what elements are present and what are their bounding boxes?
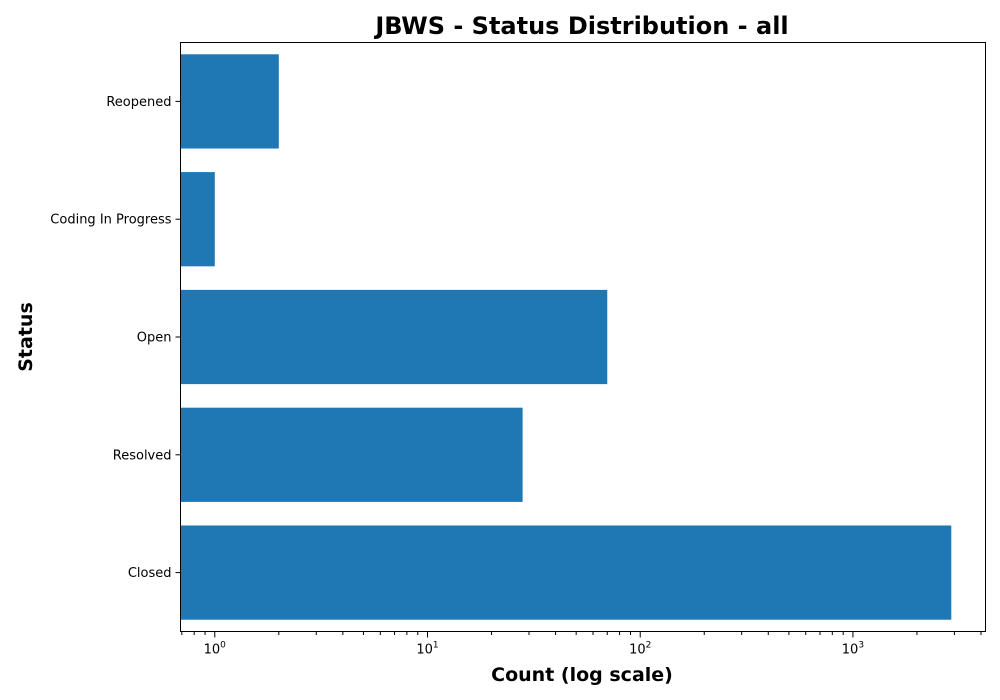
- bar-open: [180, 289, 608, 385]
- x-tick-label: 102: [629, 641, 651, 658]
- plot-frame: [180, 42, 986, 632]
- y-axis-ticks: Closed Resolved Open Coding In Progress Reop…: [50, 95, 181, 581]
- x-axis-label: Count (log scale): [491, 664, 673, 686]
- x-tick-label: 101: [416, 641, 438, 658]
- y-tick-label: Coding In Progress: [50, 213, 171, 228]
- y-tick-label: Open: [137, 331, 172, 346]
- bar-resolved: [180, 407, 523, 502]
- y-axis-label: Status: [15, 302, 37, 372]
- chart-title: JBWS - Status Distribution - all: [373, 12, 788, 40]
- y-tick-label: Reopened: [106, 95, 171, 110]
- y-tick-label: Resolved: [113, 448, 172, 463]
- bar-reopened: [180, 54, 279, 149]
- x-tick-label: 103: [842, 641, 864, 658]
- x-tick-label: 100: [204, 641, 227, 658]
- y-tick-label: Closed: [128, 566, 172, 581]
- bars-group: [180, 54, 952, 620]
- x-axis-ticks: 100 101 102 103: [181, 631, 982, 658]
- bar-closed: [180, 525, 952, 620]
- bar-coding-in-progress: [180, 172, 215, 267]
